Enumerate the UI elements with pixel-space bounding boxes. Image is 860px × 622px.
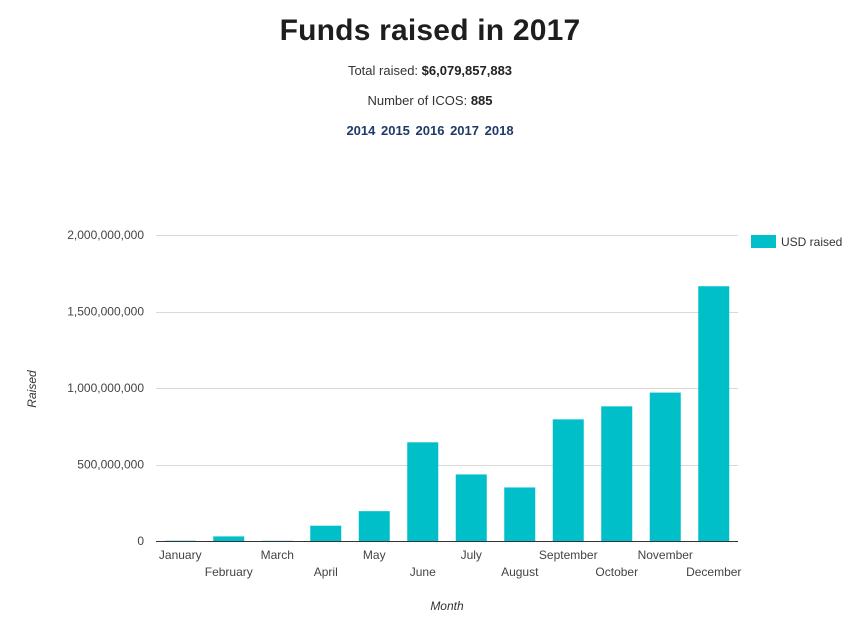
ico-count: Number of ICOS: 885 <box>0 93 860 108</box>
bar-may[interactable] <box>358 511 390 541</box>
ico-count-label: Number of ICOS: <box>367 93 468 108</box>
year-link-2015[interactable]: 2015 <box>380 123 410 138</box>
x-tick-label: October <box>595 565 638 579</box>
bar-december[interactable] <box>698 286 730 541</box>
bar-february[interactable] <box>213 536 245 541</box>
y-axis-ticks: 0 500,000,000 1,000,000,000 1,500,000,000 2,… <box>67 228 144 548</box>
y-tick-label: 1,000,000,000 <box>67 381 144 395</box>
x-tick-label: July <box>461 548 482 562</box>
legend-label-usd-raised: USD raised <box>781 235 842 249</box>
y-tick-label: 500,000,000 <box>77 458 144 472</box>
y-tick-label: 1,500,000,000 <box>67 305 144 319</box>
gridlines <box>156 235 738 466</box>
x-axis-title: Month <box>430 599 464 613</box>
y-tick-label: 2,000,000,000 <box>67 228 144 242</box>
year-selector: 2014 2015 2016 2017 2018 <box>0 123 860 138</box>
year-link-2016[interactable]: 2016 <box>415 123 445 138</box>
y-axis-title: Raised <box>25 370 39 408</box>
bars <box>164 286 730 541</box>
total-raised-value: $6,079,857,883 <box>421 63 513 78</box>
total-raised-label: Total raised: <box>347 63 419 78</box>
x-tick-label: March <box>261 548 294 562</box>
year-link-2018[interactable]: 2018 <box>484 123 514 138</box>
total-raised: Total raised: $6,079,857,883 <box>0 63 860 78</box>
x-tick-label: May <box>363 548 386 562</box>
year-link-2017[interactable]: 2017 <box>450 123 479 138</box>
bar-october[interactable] <box>601 406 633 541</box>
legend-swatch-usd-raised <box>751 235 776 248</box>
x-tick-label: June <box>410 565 436 579</box>
ico-count-value: 885 <box>470 93 493 108</box>
x-tick-label: August <box>501 565 539 579</box>
x-tick-label: December <box>686 565 741 579</box>
bar-june[interactable] <box>407 442 439 541</box>
bar-august[interactable] <box>504 487 536 541</box>
bar-july[interactable] <box>455 474 487 541</box>
x-tick-label: February <box>205 565 253 579</box>
x-tick-label: January <box>159 548 202 562</box>
page-title: Funds raised in 2017 <box>279 14 581 47</box>
bar-september[interactable] <box>552 419 584 541</box>
bar-november[interactable] <box>649 392 681 541</box>
x-tick-label: April <box>314 565 338 579</box>
year-link-2014[interactable]: 2014 <box>346 123 376 138</box>
bar-april[interactable] <box>310 525 342 541</box>
legend: USD raised <box>751 235 842 249</box>
x-tick-label: November <box>638 548 693 562</box>
x-tick-label: September <box>539 548 598 562</box>
y-tick-label: 0 <box>137 534 144 548</box>
